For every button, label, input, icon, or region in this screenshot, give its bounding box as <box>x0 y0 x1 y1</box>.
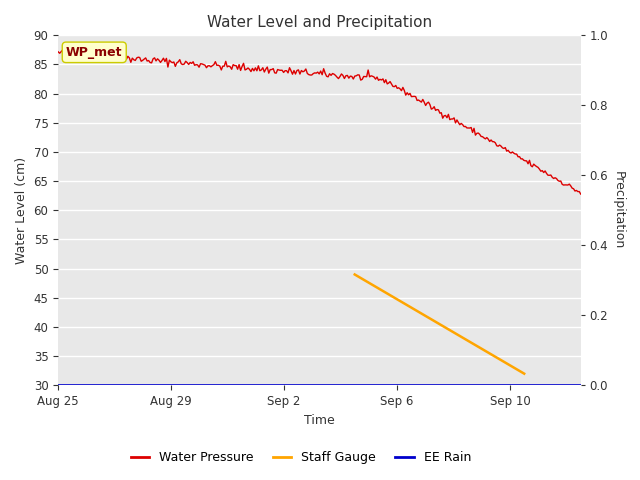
Line: Staff Gauge: Staff Gauge <box>355 275 524 373</box>
Staff Gauge <box>351 272 358 277</box>
Water Pressure <box>426 102 434 108</box>
Water Pressure <box>438 110 445 116</box>
EE Rain <box>113 383 120 388</box>
Water Pressure <box>54 49 62 55</box>
Line: Water Pressure: Water Pressure <box>58 50 580 194</box>
EE Rain <box>519 383 527 388</box>
EE Rain <box>228 383 236 388</box>
Y-axis label: Water Level (cm): Water Level (cm) <box>15 157 28 264</box>
EE Rain <box>287 383 294 388</box>
Legend: Water Pressure, Staff Gauge, EE Rain: Water Pressure, Staff Gauge, EE Rain <box>125 446 476 469</box>
Staff Gauge <box>520 371 528 376</box>
X-axis label: Time: Time <box>304 414 335 427</box>
Y-axis label: Precipitation: Precipitation <box>612 171 625 250</box>
EE Rain <box>461 383 468 388</box>
Water Pressure <box>577 191 584 197</box>
EE Rain <box>344 383 352 388</box>
EE Rain <box>403 383 410 388</box>
Water Pressure <box>59 47 67 53</box>
Text: WP_met: WP_met <box>66 46 122 59</box>
Water Pressure <box>127 60 134 65</box>
Water Pressure <box>363 74 371 80</box>
EE Rain <box>54 383 62 388</box>
EE Rain <box>577 383 584 388</box>
Water Pressure <box>494 144 502 149</box>
EE Rain <box>170 383 178 388</box>
Water Pressure <box>480 135 488 141</box>
Title: Water Level and Precipitation: Water Level and Precipitation <box>207 15 432 30</box>
